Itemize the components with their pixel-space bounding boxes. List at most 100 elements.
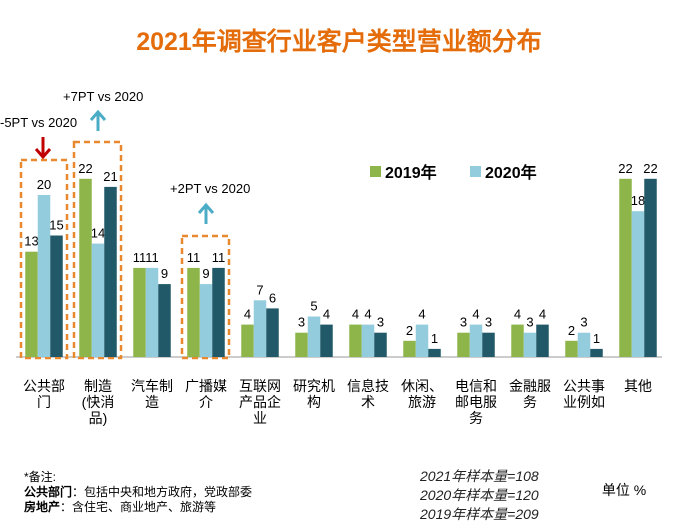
value-label: 2	[406, 323, 413, 338]
bar	[644, 178, 657, 357]
value-label: 4	[244, 307, 251, 322]
bar	[79, 178, 92, 357]
bar	[199, 284, 213, 357]
bar	[266, 308, 279, 357]
bar	[361, 324, 375, 357]
value-label: 3	[485, 315, 492, 330]
arrow-up	[89, 109, 107, 131]
sample-size: 2019年样本量=209	[420, 506, 539, 522]
highlight-box	[180, 234, 231, 360]
value-label: 5	[310, 299, 317, 314]
value-label: 3	[580, 315, 587, 330]
value-label: 14	[91, 226, 105, 241]
value-label: 20	[37, 177, 51, 192]
x-tick-label: 公共事 业例如	[563, 378, 605, 410]
bar	[37, 195, 51, 357]
value-label: 11	[145, 250, 159, 265]
bar	[241, 324, 254, 357]
x-tick-label: 研究机 构	[293, 378, 335, 410]
x-tick-label: 汽车制 造	[131, 378, 173, 410]
note: 房地产：含住宅、商业地产、旅游等	[24, 500, 216, 514]
value-label: 18	[631, 193, 645, 208]
unit: 单位 %	[602, 482, 646, 498]
x-tick-label: 休闲、 旅游	[401, 378, 443, 410]
highlight-box	[19, 158, 69, 360]
bar	[50, 235, 63, 357]
note-text: ：包括中央和地方政府，党政部委	[72, 485, 253, 499]
note: 公共部门：包括中央和地方政府，党政部委	[24, 485, 252, 499]
value-label: 13	[24, 234, 38, 249]
value-label: 4	[472, 307, 479, 322]
value-label: 3	[460, 315, 467, 330]
value-label: 11	[212, 250, 226, 265]
annotation: +7PT vs 2020	[63, 89, 143, 104]
annotation: +2PT vs 2020	[170, 181, 250, 196]
bar	[145, 267, 159, 357]
bar	[415, 324, 429, 357]
value-label: 4	[418, 307, 425, 322]
value-label: 2	[568, 323, 575, 338]
bar	[91, 243, 105, 357]
bar	[619, 178, 632, 357]
bar	[104, 186, 117, 357]
bar	[577, 332, 591, 357]
value-label: 22	[78, 161, 92, 176]
note-term: 房地产	[24, 500, 61, 514]
value-label: 21	[103, 169, 117, 184]
note-text: ：含住宅、商业地产、旅游等	[60, 500, 217, 514]
value-label: 11	[187, 250, 201, 265]
sample-size: 2021年样本量=108	[420, 468, 539, 484]
value-label: 4	[514, 307, 521, 322]
bar	[374, 332, 387, 357]
value-label: 3	[298, 315, 305, 330]
bar	[457, 332, 470, 357]
x-tick-label: 广播媒 介	[185, 378, 227, 410]
bar	[565, 340, 578, 357]
bar	[295, 332, 308, 357]
bar	[158, 284, 171, 357]
value-label: 1	[431, 331, 438, 346]
value-label: 6	[269, 290, 276, 305]
bar	[187, 267, 200, 357]
note-term: 公共部门	[24, 485, 73, 499]
legend-swatch	[470, 166, 481, 177]
value-label: 7	[256, 282, 263, 297]
bar	[469, 324, 483, 357]
bar	[253, 300, 267, 357]
value-label: 4	[364, 307, 371, 322]
annotation: -5PT vs 2020	[0, 115, 77, 130]
x-tick-label: 金融服 务	[509, 378, 551, 410]
bar	[349, 324, 362, 357]
value-label: 22	[618, 161, 632, 176]
highlight-box	[72, 140, 123, 360]
bar	[133, 267, 146, 357]
x-tick-label: 信息技 术	[347, 378, 389, 410]
arrow-down	[34, 137, 52, 160]
bar	[403, 340, 416, 357]
legend-label: 2020年	[485, 163, 537, 182]
bar	[482, 332, 495, 357]
legend-label: 2019年	[385, 163, 437, 182]
bar	[536, 324, 549, 357]
x-tick-label: 公共部 门	[23, 378, 65, 410]
bar	[590, 348, 603, 357]
value-label: 1	[593, 331, 600, 346]
value-label: 15	[49, 218, 63, 233]
arrow-up	[197, 202, 215, 224]
x-tick-label: 其他	[624, 378, 652, 394]
chart-title: 2021年调查行业客户类型营业额分布	[136, 27, 542, 56]
bar	[212, 267, 225, 357]
bar	[523, 332, 537, 357]
bar	[320, 324, 333, 357]
x-tick-label: 制造 (快消 品)	[81, 378, 115, 426]
bar	[428, 348, 441, 357]
value-label: 3	[526, 315, 533, 330]
x-tick-label: 互联网 产品企 业	[239, 378, 281, 426]
bar	[511, 324, 524, 357]
bar	[25, 251, 38, 357]
value-label: 4	[352, 307, 359, 322]
bar	[307, 316, 321, 357]
x-tick-label: 电信和 邮电服 务	[455, 378, 497, 426]
